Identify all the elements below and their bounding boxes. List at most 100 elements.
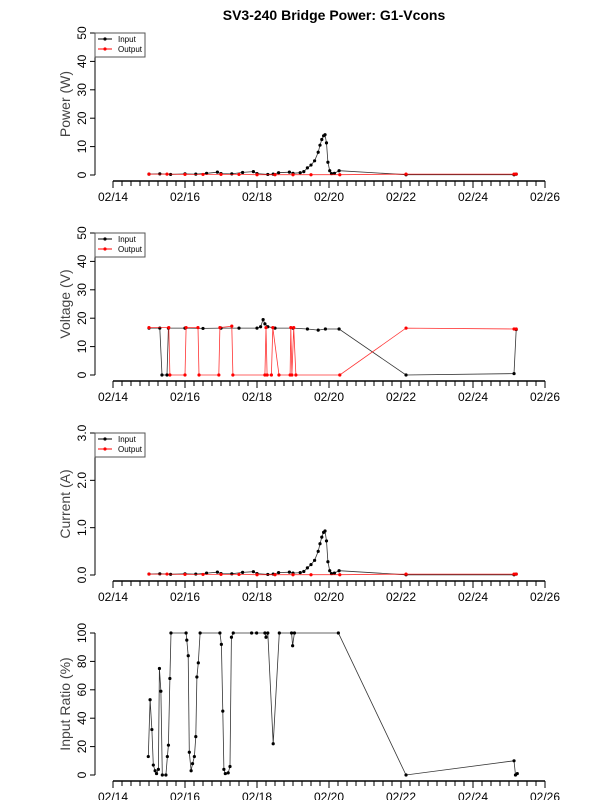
y-tick-label: 10 xyxy=(75,340,89,354)
data-point xyxy=(291,173,295,177)
x-tick-label: 02/14 xyxy=(98,590,128,604)
data-point xyxy=(201,172,205,177)
data-point xyxy=(241,170,245,175)
x-tick-label: 02/18 xyxy=(242,790,272,800)
data-point xyxy=(186,654,190,658)
x-tick-label: 02/26 xyxy=(530,390,560,404)
data-point xyxy=(287,570,291,574)
data-point xyxy=(255,326,259,330)
legend-box xyxy=(94,32,146,58)
data-point xyxy=(231,373,235,377)
data-point xyxy=(316,328,320,332)
data-point xyxy=(237,172,241,177)
y-tick-label: 0 xyxy=(75,171,89,178)
data-point xyxy=(338,173,342,177)
data-point xyxy=(189,769,193,773)
data-point xyxy=(298,171,302,175)
x-tick-label: 02/24 xyxy=(458,790,488,800)
y-tick-label: 0 xyxy=(75,771,89,778)
data-point xyxy=(159,689,163,693)
data-point xyxy=(264,325,268,330)
data-point xyxy=(201,572,205,577)
data-point xyxy=(269,373,273,377)
data-point xyxy=(305,327,309,331)
x-tick-label: 02/14 xyxy=(98,390,128,404)
data-point xyxy=(187,750,191,754)
data-point xyxy=(166,743,171,747)
x-tick-label: 02/22 xyxy=(386,790,416,800)
series-input-ratio xyxy=(146,631,519,777)
x-tick-label: 02/26 xyxy=(530,790,560,800)
data-point xyxy=(309,163,313,167)
x-tick-label: 02/14 xyxy=(98,190,128,204)
y-tick-label: 30 xyxy=(75,83,89,97)
series-line xyxy=(148,133,517,176)
series-line xyxy=(149,325,517,376)
legend-box xyxy=(94,432,146,458)
data-point xyxy=(160,773,164,777)
data-point xyxy=(148,698,152,702)
data-point xyxy=(309,173,313,177)
legend-marker-input xyxy=(103,37,107,41)
y-tick-label: 60 xyxy=(75,683,89,697)
y-tick-label: 100 xyxy=(75,623,89,643)
data-point xyxy=(277,373,281,377)
data-point xyxy=(289,325,293,330)
x-tick-label: 02/24 xyxy=(458,590,488,604)
legend-label-output: Output xyxy=(118,45,143,54)
data-point xyxy=(168,676,172,681)
data-point xyxy=(230,572,234,576)
data-point xyxy=(326,160,330,164)
data-point xyxy=(273,573,277,577)
data-point xyxy=(218,325,222,330)
data-point xyxy=(404,326,408,330)
y-tick-label: 30 xyxy=(75,283,89,297)
y-tick-label: 0 xyxy=(75,371,89,378)
data-point xyxy=(228,764,232,769)
data-point xyxy=(512,759,516,763)
x-tick-label: 02/20 xyxy=(314,190,344,204)
y-tick-label: 1.0 xyxy=(75,519,89,536)
data-point xyxy=(289,631,294,635)
panel-voltage: 0 10 20 30 40 50 Voltage (V) 02/14 02/16 02/18 02/… xyxy=(57,226,560,404)
data-point xyxy=(514,172,518,176)
y-tick-label: 2.0 xyxy=(75,472,89,489)
data-point xyxy=(147,325,151,330)
data-point xyxy=(165,172,169,176)
data-point xyxy=(218,631,222,635)
data-point xyxy=(337,169,341,173)
y-tick-label: 50 xyxy=(75,26,89,40)
data-point xyxy=(226,771,230,775)
data-point xyxy=(251,169,255,174)
series-output xyxy=(147,172,518,177)
legend-marker-output xyxy=(103,247,107,251)
data-point xyxy=(215,170,219,174)
data-point xyxy=(183,572,187,577)
data-point xyxy=(150,727,154,732)
data-point xyxy=(273,173,277,177)
data-point xyxy=(404,172,408,176)
data-point xyxy=(309,562,313,567)
data-point xyxy=(229,635,234,639)
data-point xyxy=(153,769,157,773)
data-point xyxy=(302,169,306,174)
series-line xyxy=(148,530,517,576)
y-tick-label: 20 xyxy=(75,740,89,754)
y-axis-label: Voltage (V) xyxy=(57,269,73,338)
data-point xyxy=(255,573,259,577)
data-point xyxy=(309,573,313,577)
data-point xyxy=(292,631,297,635)
data-point xyxy=(515,771,519,776)
data-point xyxy=(164,773,168,777)
data-point xyxy=(147,172,151,176)
y-tick-label: 40 xyxy=(75,54,89,68)
data-point xyxy=(184,325,188,330)
data-point xyxy=(291,644,295,648)
data-point xyxy=(404,773,408,777)
data-point xyxy=(266,631,270,635)
data-point xyxy=(223,771,227,776)
